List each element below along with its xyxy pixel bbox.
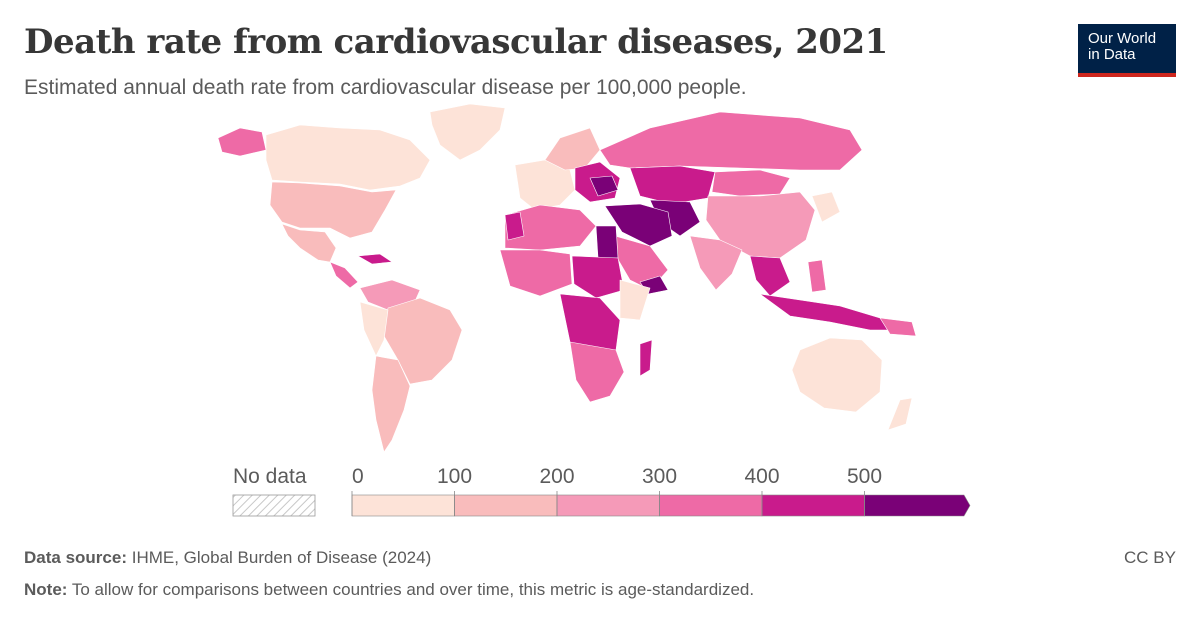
region-korea-japan [811,191,841,223]
region-new-zealand [887,397,913,431]
legend-tick-label: 400 [744,465,780,488]
region-greenland [429,103,506,161]
legend-bin-6[interactable] [864,494,971,517]
source-text[interactable]: IHME, Global Burden of Disease (2024) [131,548,432,567]
legend-bin-2[interactable] [454,494,558,517]
chart-subtitle: Estimated annual death rate from cardiov… [24,76,747,99]
legend-no-data-label: No data [233,465,307,488]
legend-color-bins [351,494,971,517]
region-madagascar [639,339,653,377]
logo-line-1: Our World [1088,30,1157,47]
legend-tick-label: 0 [352,465,364,488]
license-label[interactable]: CC BY [1124,548,1176,567]
legend-bin-3[interactable] [556,494,660,517]
legend-no-data-swatch [232,494,316,517]
footer-note: Note: To allow for comparisons between c… [24,580,754,600]
region-east-africa [619,279,651,321]
legend-bin-1[interactable] [351,494,455,517]
region-ukraine [589,175,619,197]
region-southern-africa [569,341,625,403]
region-china [705,191,816,259]
legend-bin-4[interactable] [659,494,763,517]
region-mongolia [711,169,791,197]
owid-logo[interactable]: Our World in Data [1078,24,1176,77]
region-morocco [504,211,525,241]
logo-line-2: in Data [1088,46,1136,63]
region-andes [359,301,389,357]
region-caribbean [357,253,393,265]
region-philippines [807,259,827,293]
region-se-asia [749,255,791,297]
region-southern-cone [371,355,411,453]
chart-title: Death rate from cardiovascular diseases,… [24,22,888,62]
region-egypt [595,225,619,259]
region-brazil [383,297,463,385]
region-russia [599,111,863,171]
region-turkey-iran [604,203,673,247]
legend-tick-label: 500 [846,465,883,488]
note-label: Note: [24,580,68,599]
note-text: To allow for comparisons between countri… [71,580,755,599]
footer-source: Data source: IHME, Global Burden of Dise… [24,548,431,568]
region-alaska [217,127,267,157]
legend-tick-label: 100 [436,465,473,488]
region-sudan [571,255,625,299]
legend-tick-label: 300 [641,465,678,488]
region-usa [269,181,397,239]
region-australia [791,337,883,413]
source-label: Data source: [24,548,127,567]
region-kazakhstan [629,165,716,205]
region-central-america [329,261,359,289]
legend-tick-label: 200 [539,465,575,488]
legend-tick-marks [351,491,865,516]
region-india [689,235,743,291]
legend-bin-5[interactable] [761,494,865,517]
region-west-africa [499,249,573,297]
region-north-africa [504,204,597,251]
region-papua-new-guinea [879,317,917,337]
region-canada [265,124,431,191]
region-mexico [281,223,337,263]
